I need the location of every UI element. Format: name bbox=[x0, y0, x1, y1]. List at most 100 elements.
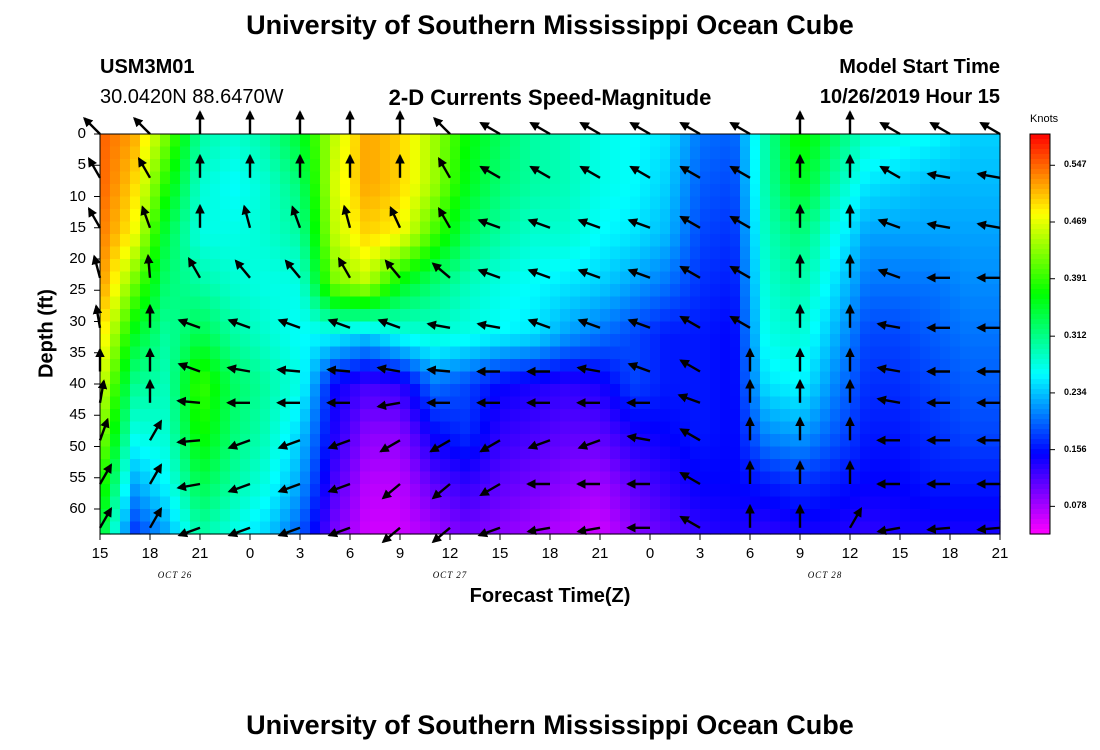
heatmap-cell bbox=[840, 221, 851, 235]
heatmap-cell bbox=[450, 459, 461, 473]
colorbar-segment bbox=[1030, 274, 1050, 280]
heatmap-cell bbox=[340, 171, 351, 185]
heatmap-cell bbox=[960, 171, 971, 185]
heatmap-cell bbox=[570, 409, 581, 423]
heatmap-cell bbox=[950, 284, 961, 298]
heatmap-cell bbox=[530, 384, 541, 398]
heatmap-cell bbox=[280, 171, 291, 185]
heatmap-cell bbox=[620, 421, 631, 435]
heatmap-cell bbox=[390, 159, 401, 173]
heatmap-cell bbox=[180, 371, 191, 385]
heatmap-cell bbox=[760, 309, 771, 323]
heatmap-cell bbox=[220, 246, 231, 260]
heatmap-cell bbox=[250, 496, 261, 510]
heatmap-cell bbox=[120, 171, 131, 185]
heatmap-cell bbox=[260, 196, 271, 210]
current-vector bbox=[227, 482, 251, 494]
heatmap-cell bbox=[910, 284, 921, 298]
heatmap-cell bbox=[410, 284, 421, 298]
heatmap-cell bbox=[360, 371, 371, 385]
heatmap-cell bbox=[850, 371, 861, 385]
heatmap-cell bbox=[980, 509, 991, 523]
heatmap-cell bbox=[520, 496, 531, 510]
heatmap-cell bbox=[430, 284, 441, 298]
heatmap-cell bbox=[830, 159, 841, 173]
heatmap-cell bbox=[580, 409, 591, 423]
heatmap-cell bbox=[580, 159, 591, 173]
heatmap-cell bbox=[710, 171, 721, 185]
heatmap-cell bbox=[990, 296, 1001, 310]
heatmap-cell bbox=[640, 134, 651, 148]
heatmap-cell bbox=[230, 371, 241, 385]
heatmap-cell bbox=[840, 471, 851, 485]
heatmap-cell bbox=[880, 521, 891, 535]
heatmap-cell bbox=[200, 396, 211, 410]
heatmap-cell bbox=[850, 209, 861, 223]
heatmap-cell bbox=[300, 271, 311, 285]
heatmap-cell bbox=[700, 171, 711, 185]
heatmap-cell bbox=[900, 371, 911, 385]
heatmap-cell bbox=[950, 384, 961, 398]
heatmap-cell bbox=[510, 334, 521, 348]
heatmap-cell bbox=[640, 421, 651, 435]
heatmap-cell bbox=[720, 346, 731, 360]
heatmap-cell bbox=[560, 159, 571, 173]
heatmap-cell bbox=[970, 496, 981, 510]
heatmap-cell bbox=[840, 209, 851, 223]
heatmap-cell bbox=[740, 196, 751, 210]
current-vector bbox=[679, 515, 701, 529]
heatmap-cell bbox=[690, 484, 701, 498]
heatmap-cell bbox=[520, 309, 531, 323]
heatmap-cell bbox=[670, 196, 681, 210]
heatmap-cell bbox=[750, 221, 761, 235]
heatmap-cell bbox=[780, 434, 791, 448]
current-vector bbox=[576, 525, 601, 536]
heatmap-cell bbox=[920, 396, 931, 410]
heatmap-cell bbox=[140, 359, 151, 373]
heatmap-cell bbox=[390, 384, 401, 398]
heatmap-cell bbox=[530, 421, 541, 435]
heatmap-cell bbox=[320, 246, 331, 260]
heatmap-cell bbox=[240, 259, 251, 273]
colorbar-segment bbox=[1030, 489, 1050, 495]
heatmap-cell bbox=[540, 459, 551, 473]
heatmap-cell bbox=[980, 134, 991, 148]
heatmap-cell bbox=[390, 134, 401, 148]
heatmap-cell bbox=[140, 421, 151, 435]
colorbar-tick-label: 0.312 bbox=[1064, 330, 1087, 341]
heatmap-cell bbox=[820, 184, 831, 198]
heatmap-cell bbox=[590, 446, 601, 460]
heatmap-cell bbox=[600, 484, 611, 498]
heatmap-cell bbox=[590, 484, 601, 498]
heatmap-cell bbox=[500, 384, 511, 398]
heatmap-cell bbox=[350, 509, 361, 523]
heatmap-cell bbox=[550, 509, 561, 523]
heatmap-cell bbox=[310, 146, 321, 160]
heatmap-cell bbox=[280, 134, 291, 148]
heatmap-cell bbox=[150, 334, 161, 348]
heatmap-cell bbox=[680, 459, 691, 473]
heatmap-cell bbox=[880, 371, 891, 385]
heatmap-cell bbox=[330, 521, 341, 535]
heatmap-cell bbox=[180, 321, 191, 335]
heatmap-cell bbox=[600, 371, 611, 385]
heatmap-cell bbox=[810, 296, 821, 310]
heatmap-cell bbox=[750, 484, 761, 498]
heatmap-cell bbox=[710, 209, 721, 223]
colorbar-segment bbox=[1030, 149, 1050, 155]
heatmap-cell bbox=[610, 496, 621, 510]
heatmap-cell bbox=[950, 209, 961, 223]
heatmap-cell bbox=[430, 509, 441, 523]
heatmap-cell bbox=[700, 509, 711, 523]
heatmap-cell bbox=[250, 284, 261, 298]
heatmap-cell bbox=[540, 284, 551, 298]
heatmap-cell bbox=[550, 296, 561, 310]
heatmap-cell bbox=[930, 334, 941, 348]
heatmap-cell bbox=[680, 221, 691, 235]
heatmap-cell bbox=[460, 446, 471, 460]
heatmap-cell bbox=[650, 146, 661, 160]
heatmap-cell bbox=[310, 371, 321, 385]
heatmap-cell bbox=[530, 159, 541, 173]
heatmap-cell bbox=[750, 334, 761, 348]
heatmap-cell bbox=[120, 321, 131, 335]
